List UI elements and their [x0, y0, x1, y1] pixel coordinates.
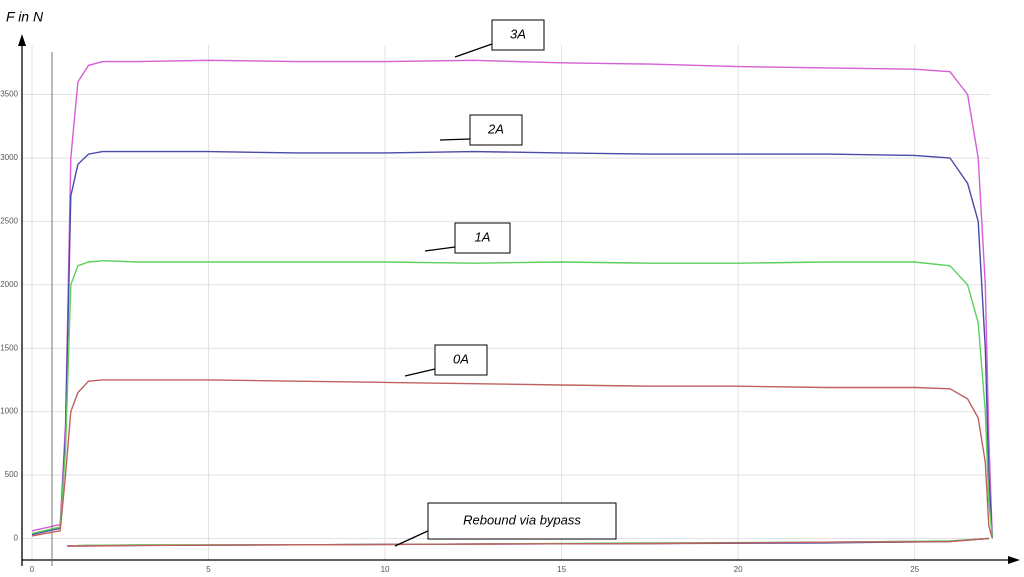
- leader-line: [394, 529, 431, 547]
- annotation: Rebound via bypass: [463, 512, 581, 527]
- leader-line: [454, 43, 493, 58]
- y-tick-label: 3000: [0, 153, 18, 162]
- callout-label: 1A: [475, 229, 491, 244]
- y-tick-label: 1000: [0, 407, 18, 416]
- callout-box: [434, 344, 488, 376]
- grid: 0 500 1000 1500 2000 2500 3000 3500 0 5 10 15 20 25: [0, 45, 990, 574]
- x-arrow: [1008, 556, 1020, 564]
- y-tick-label: 3500: [0, 90, 18, 99]
- series-line: [31, 59, 993, 539]
- rebound-line: [67, 537, 989, 547]
- callout-box: [469, 114, 523, 146]
- lines: [31, 59, 993, 547]
- y-tick-label: 1500: [0, 343, 18, 352]
- y-tick-label: 0: [14, 534, 19, 543]
- x-tick-label: 0: [30, 565, 35, 574]
- series-line: [31, 150, 993, 539]
- series-line: [31, 379, 993, 539]
- x-tick-label: 15: [557, 565, 566, 574]
- y-arrow: [18, 34, 26, 46]
- annotations: 3A 2A 1A 0A Rebound via bypass: [394, 19, 617, 547]
- leader-line: [439, 138, 471, 141]
- callout-box: [454, 222, 511, 254]
- callout-box: [427, 502, 617, 540]
- callout-label: 3A: [510, 26, 526, 41]
- callout-label: 0A: [453, 351, 469, 366]
- y-axis-label: F in N: [6, 9, 44, 25]
- x-tick-label: 10: [381, 565, 390, 574]
- leader-line: [404, 368, 436, 377]
- x-tick-label: 20: [734, 565, 743, 574]
- callout-box: [491, 19, 545, 51]
- x-tick-label: 5: [206, 565, 211, 574]
- y-tick-label: 2500: [0, 216, 18, 225]
- series-line: [31, 259, 993, 539]
- x-tick-label: 25: [910, 565, 919, 574]
- y-tick-label: 500: [5, 470, 19, 479]
- callout-label: 2A: [487, 121, 504, 136]
- y-tick-label: 2000: [0, 280, 18, 289]
- leader-line: [424, 246, 456, 252]
